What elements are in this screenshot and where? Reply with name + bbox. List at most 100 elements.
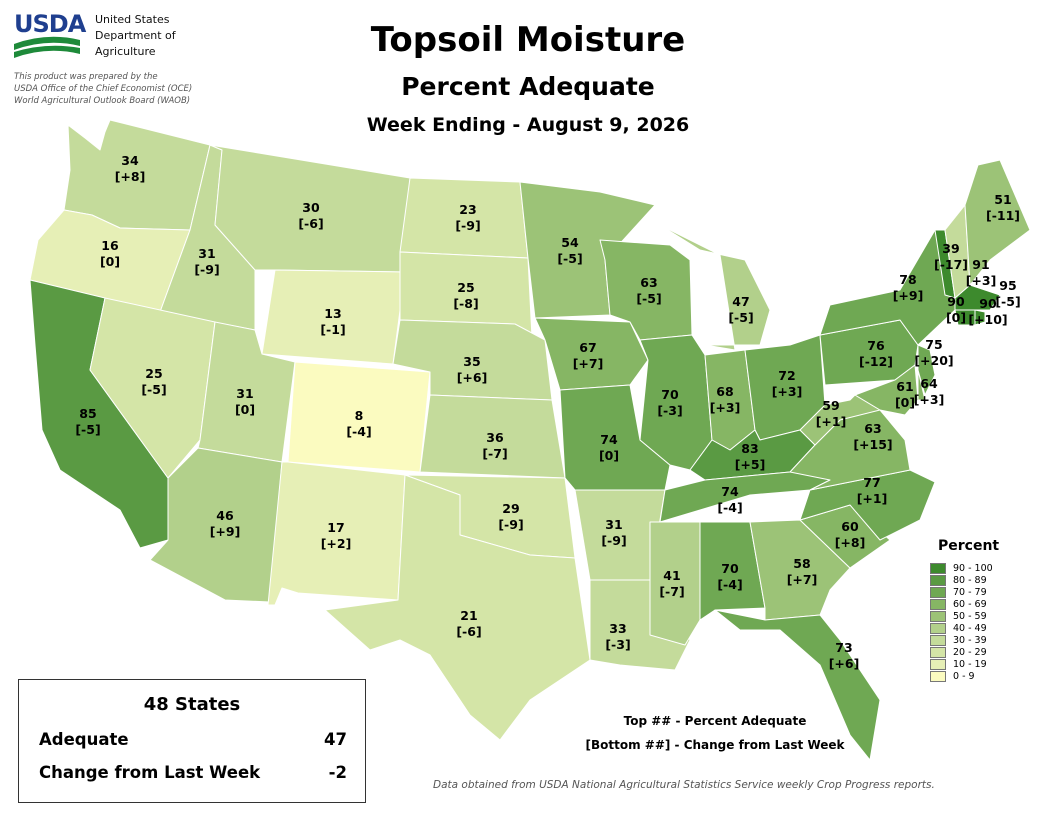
legend-label: 30 - 39 xyxy=(953,634,987,646)
state-pct-co: 8 xyxy=(355,408,364,423)
legend-item: 0 - 9 xyxy=(930,670,1040,682)
map-subtitle: Percent Adequate xyxy=(401,72,655,101)
state-pct-ma: 95 xyxy=(999,278,1016,293)
adequate-label: Adequate xyxy=(39,730,129,749)
state-pct-mn: 54 xyxy=(561,235,579,250)
adequate-value: 47 xyxy=(324,730,347,749)
state-chg-ri: [+10] xyxy=(968,312,1007,327)
state-pct-ok: 29 xyxy=(502,501,519,516)
state-pct-nd: 23 xyxy=(459,202,476,217)
legend-swatch xyxy=(930,610,946,622)
legend-label: 20 - 29 xyxy=(953,646,987,658)
state-chg-tn: [-4] xyxy=(717,500,742,515)
state-pct-ia: 67 xyxy=(579,340,596,355)
label-key-bottom: [Bottom ##] - Change from Last Week xyxy=(585,738,845,752)
state-chg-ut: [0] xyxy=(235,402,255,417)
state-me xyxy=(964,159,1031,286)
state-chg-ct: [0] xyxy=(946,310,966,325)
state-pct-in: 68 xyxy=(716,384,733,399)
summary-box: 48 States Adequate 47 Change from Last W… xyxy=(18,679,366,803)
state-pct-il: 70 xyxy=(661,387,679,402)
state-chg-ms: [-7] xyxy=(659,584,684,599)
state-pct-ky: 83 xyxy=(741,441,758,456)
state-pct-pa: 76 xyxy=(867,338,885,353)
prepared-by-note: This product was prepared by the USDA Of… xyxy=(14,72,193,106)
state-chg-wv: [+1] xyxy=(816,414,847,429)
change-value: -2 xyxy=(328,763,347,782)
state-pct-ga: 58 xyxy=(793,556,810,571)
state-chg-sc: [+8] xyxy=(835,535,866,550)
state-chg-wa: [+8] xyxy=(115,169,146,184)
legend-item: 90 - 100 xyxy=(930,562,1040,574)
legend-item: 50 - 59 xyxy=(930,610,1040,622)
state-chg-ga: [+7] xyxy=(787,572,818,587)
state-chg-ks: [-7] xyxy=(482,446,507,461)
state-chg-nh: [-17] xyxy=(934,257,968,272)
legend-swatch xyxy=(930,646,946,658)
state-mi xyxy=(659,224,771,351)
state-pct-wa: 34 xyxy=(121,153,139,168)
legend-swatch xyxy=(930,658,946,670)
state-chg-id: [-9] xyxy=(194,262,219,277)
state-chg-nm: [+2] xyxy=(321,536,352,551)
legend-label: 90 - 100 xyxy=(953,562,993,574)
state-pct-nh: 39 xyxy=(942,241,959,256)
source-note: Data obtained from USDA National Agricul… xyxy=(433,779,935,791)
state-pct-ks: 36 xyxy=(486,430,504,445)
state-shapes xyxy=(29,119,1031,761)
state-chg-wy: [-1] xyxy=(320,322,345,337)
state-mo xyxy=(559,384,671,491)
legend-rows: 90 - 100 80 - 89 70 - 79 60 - 69 50 - 59 40 -… xyxy=(930,562,1040,682)
week-ending: Week Ending - August 9, 2026 xyxy=(366,114,690,136)
state-chg-ne: [+6] xyxy=(457,370,488,385)
state-pct-nv: 25 xyxy=(145,366,162,381)
state-pct-me: 51 xyxy=(994,192,1011,207)
state-chg-mi: [-5] xyxy=(728,310,753,325)
state-pct-md: 61 xyxy=(896,379,913,394)
legend: Percent 90 - 100 80 - 89 70 - 79 60 - 69 50 … xyxy=(930,538,1040,682)
legend-label: 60 - 69 xyxy=(953,598,987,610)
state-pct-ca: 85 xyxy=(79,406,96,421)
state-chg-nj: [+20] xyxy=(914,353,953,368)
state-fl xyxy=(714,609,881,761)
state-al xyxy=(699,521,766,621)
state-chg-oh: [+3] xyxy=(772,384,803,399)
label-key: Top ## - Percent Adequate [Bottom ##] - … xyxy=(530,709,900,757)
state-chg-me: [-11] xyxy=(986,208,1020,223)
state-chg-mt: [-6] xyxy=(298,216,323,231)
change-label: Change from Last Week xyxy=(39,763,261,782)
state-chg-sd: [-8] xyxy=(453,296,478,311)
state-pct-oh: 72 xyxy=(778,368,795,383)
state-chg-mn: [-5] xyxy=(557,251,582,266)
state-pct-wy: 13 xyxy=(324,306,341,321)
state-pct-ut: 31 xyxy=(236,386,253,401)
state-chg-vt: [+3] xyxy=(966,273,997,288)
state-pct-va: 63 xyxy=(864,421,881,436)
legend-label: 50 - 59 xyxy=(953,610,987,622)
state-ri xyxy=(974,309,986,326)
state-pct-vt: 91 xyxy=(972,257,989,272)
state-chg-fl: [+6] xyxy=(829,656,860,671)
legend-swatch xyxy=(930,598,946,610)
legend-item: 20 - 29 xyxy=(930,646,1040,658)
usda-logo-text: USDA xyxy=(14,10,86,38)
state-chg-ny: [+9] xyxy=(893,288,924,303)
state-pct-ms: 41 xyxy=(663,568,680,583)
state-nv xyxy=(89,297,216,479)
usda-logo xyxy=(14,36,80,58)
state-chg-de: [+3] xyxy=(914,392,945,407)
state-chg-ar: [-9] xyxy=(601,533,626,548)
legend-swatch xyxy=(930,670,946,682)
legend-item: 10 - 19 xyxy=(930,658,1040,670)
state-pct-az: 46 xyxy=(216,508,234,523)
legend-swatch xyxy=(930,574,946,586)
state-pct-ne: 35 xyxy=(463,354,480,369)
state-ut xyxy=(197,321,296,463)
adequate-row: Adequate 47 xyxy=(19,730,365,749)
summary-title: 48 States xyxy=(143,694,241,715)
agency-name: United States Department of Agriculture xyxy=(95,13,176,58)
state-pct-nc: 77 xyxy=(863,475,880,490)
state-chg-la: [-3] xyxy=(605,637,630,652)
state-pct-sc: 60 xyxy=(841,519,859,534)
state-pct-al: 70 xyxy=(721,561,739,576)
